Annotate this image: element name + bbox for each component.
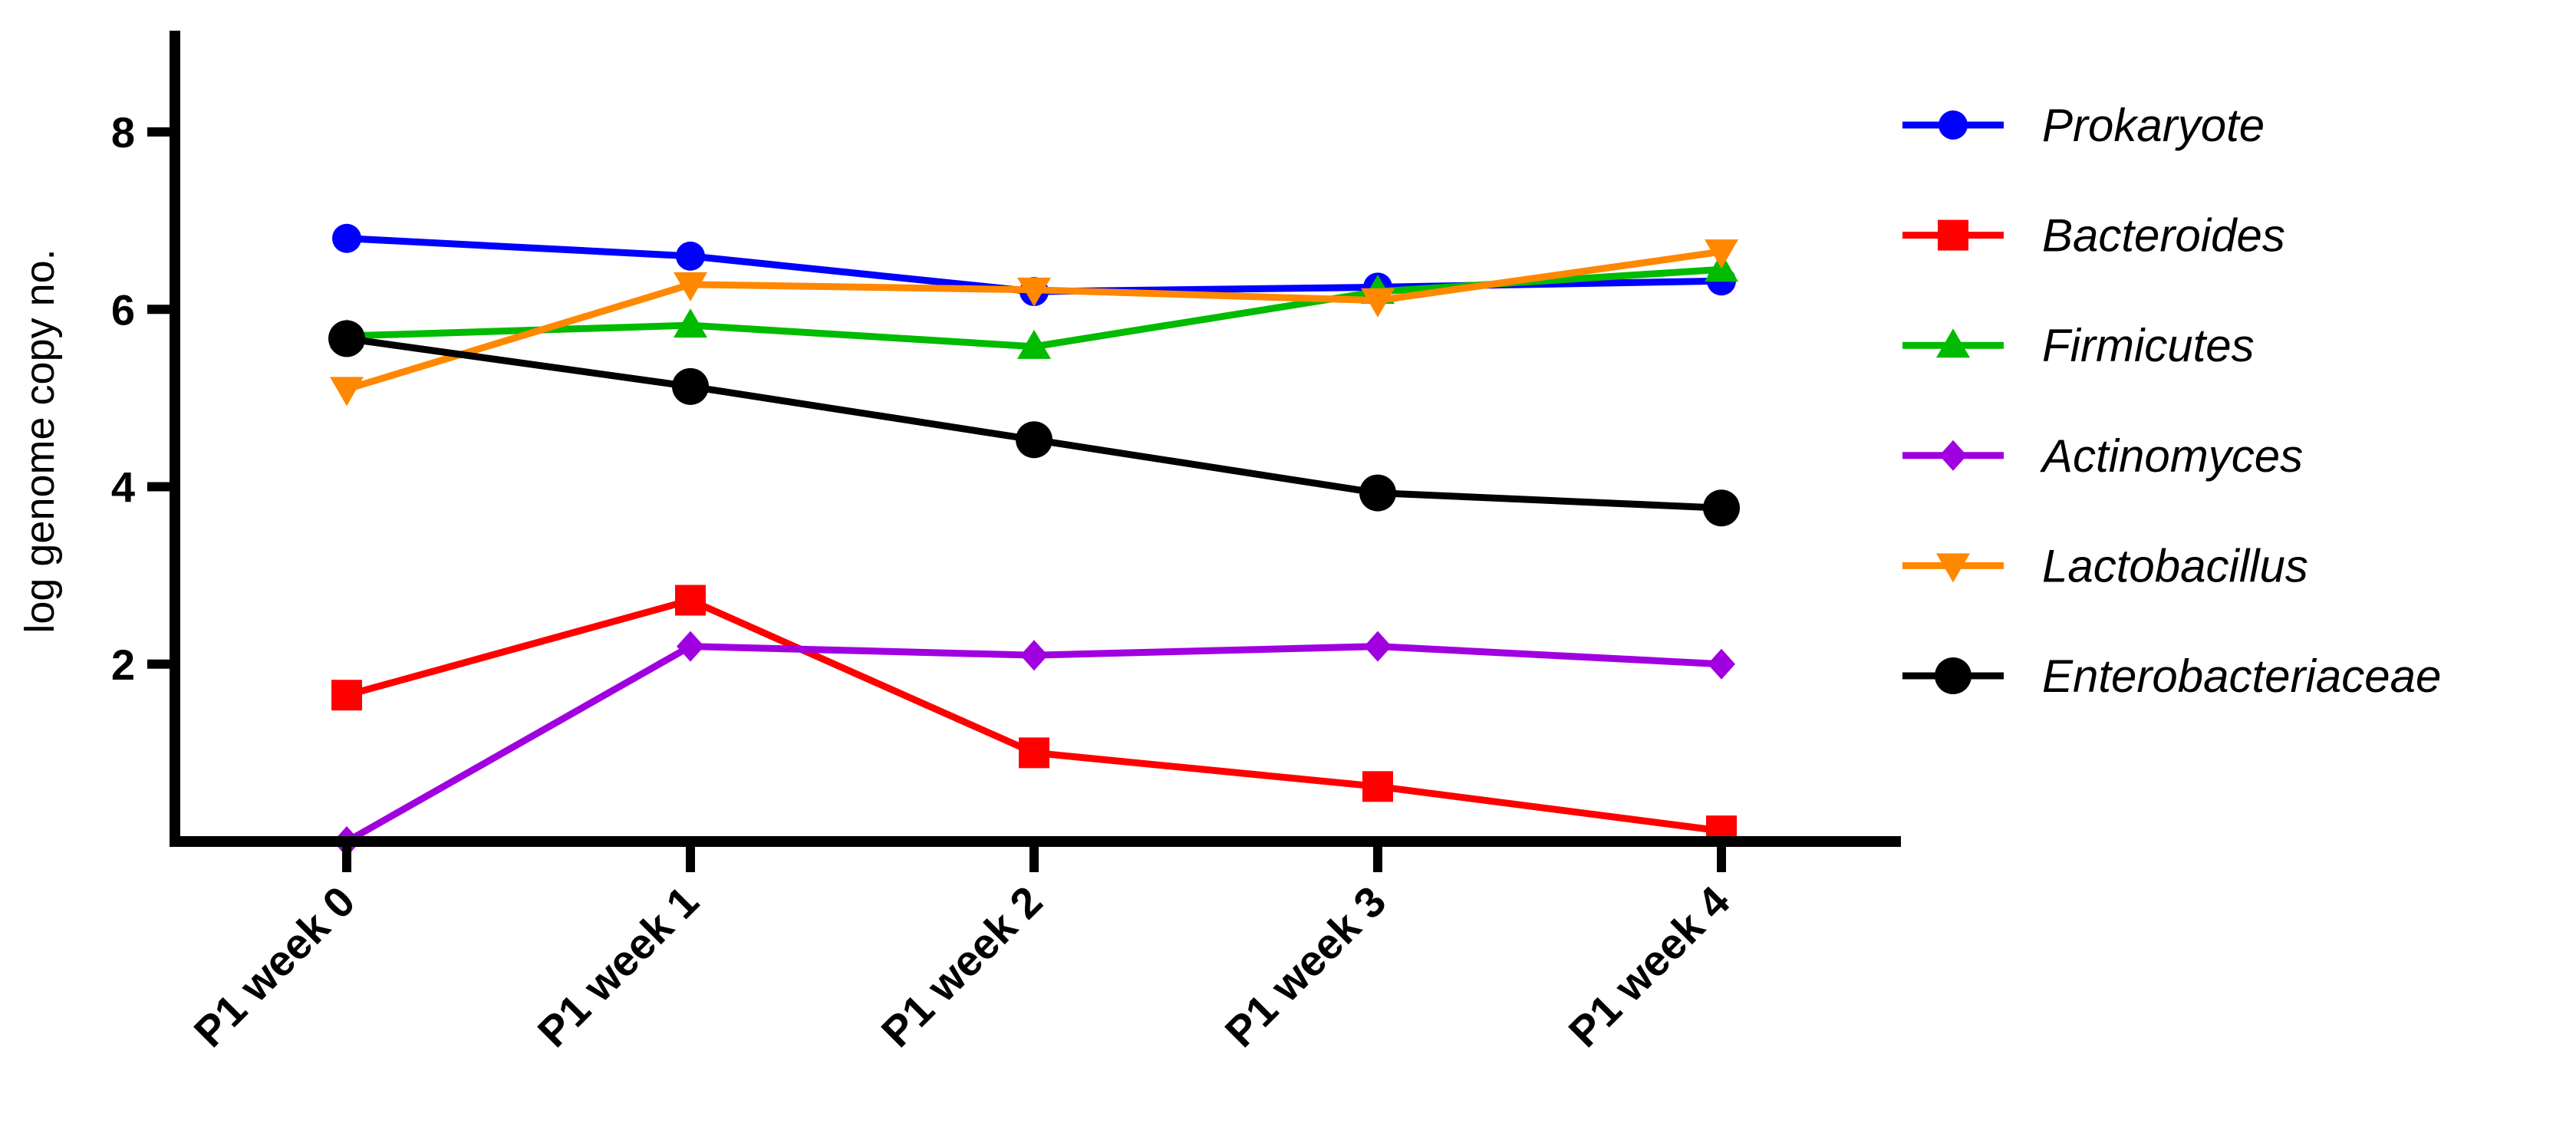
series-line-bacteroides: [345, 597, 1722, 835]
data-point-actinomyces: [1708, 648, 1735, 680]
legend-item-prokaryote: Prokaryote: [1902, 100, 2265, 151]
data-point-enterobacteriaceae: [328, 320, 365, 357]
legend-item-firmicutes: Firmicutes: [1902, 320, 2255, 371]
y-axis-label: log genome copy no.: [17, 249, 63, 633]
x-tick-label: P1 week 0: [185, 877, 364, 1056]
legend-label-enterobacteriaceae: Enterobacteriaceae: [2042, 650, 2441, 702]
data-point-bacteroides: [331, 680, 362, 711]
legend-marker-enterobacteriaceae: [1935, 657, 1972, 694]
legend-item-lactobacillus: Lactobacillus: [1902, 540, 2308, 591]
x-tick-label: P1 week 2: [872, 877, 1052, 1056]
legend-marker-prokaryote: [1939, 110, 1968, 140]
data-point-enterobacteriaceae: [1703, 489, 1740, 527]
x-tick-label: P1 week 3: [1216, 877, 1395, 1056]
data-point-lactobacillus: [1705, 239, 1738, 269]
y-tick-label: 2: [111, 641, 135, 689]
data-point-bacteroides: [1362, 771, 1393, 802]
y-tick-label: 8: [111, 108, 135, 156]
y-tick-label: 6: [111, 285, 135, 334]
plot-area: [328, 223, 1740, 857]
data-point-prokaryote: [332, 223, 361, 253]
legend-marker-firmicutes: [1936, 328, 1970, 358]
data-point-prokaryote: [676, 241, 705, 271]
data-point-actinomyces: [677, 631, 704, 662]
legend-marker-bacteroides: [1938, 219, 1968, 251]
legend-marker-actinomyces: [1939, 440, 1967, 471]
data-point-lactobacillus: [330, 377, 364, 407]
y-tick-label: 4: [111, 463, 135, 512]
y-axis-ticks: 2 4 6 8: [111, 108, 175, 689]
data-point-lactobacillus: [674, 272, 707, 301]
x-axis-ticks: P1 week 0 P1 week 1 P1 week 2 P1 week 3 P1 w…: [185, 842, 1739, 1056]
series-bacteroides: [331, 585, 1737, 847]
legend-label-firmicutes: Firmicutes: [2042, 320, 2255, 371]
legend-item-enterobacteriaceae: Enterobacteriaceae: [1902, 650, 2441, 702]
series-actinomyces: [333, 631, 1735, 857]
data-point-lactobacillus: [1361, 288, 1395, 318]
series-lactobacillus: [330, 239, 1738, 407]
data-point-enterobacteriaceae: [1359, 474, 1396, 512]
legend-marker-lactobacillus: [1936, 553, 1970, 583]
data-point-firmicutes: [1017, 329, 1051, 359]
legend-label-actinomyces: Actinomyces: [2040, 430, 2303, 482]
legend: Prokaryote Bacteroides Firmicutes Actinomyc…: [1902, 100, 2441, 702]
data-point-lactobacillus: [1017, 277, 1051, 307]
legend-label-prokaryote: Prokaryote: [2042, 100, 2265, 151]
legend-item-bacteroides: Bacteroides: [1902, 210, 2285, 262]
data-point-enterobacteriaceae: [672, 367, 709, 405]
data-point-bacteroides: [675, 585, 706, 616]
series-enterobacteriaceae: [328, 320, 1740, 527]
data-point-firmicutes: [674, 308, 707, 338]
data-point-bacteroides: [1019, 737, 1049, 769]
series-lines: [328, 223, 1740, 857]
legend-label-lactobacillus: Lactobacillus: [2042, 540, 2308, 591]
data-point-actinomyces: [1020, 640, 1048, 671]
legend-label-bacteroides: Bacteroides: [2042, 210, 2285, 262]
data-point-enterobacteriaceae: [1016, 421, 1052, 459]
legend-item-actinomyces: Actinomyces: [1902, 430, 2303, 482]
x-tick-label: P1 week 4: [1560, 877, 1739, 1056]
data-point-actinomyces: [1364, 631, 1392, 662]
x-tick-label: P1 week 1: [529, 877, 708, 1056]
